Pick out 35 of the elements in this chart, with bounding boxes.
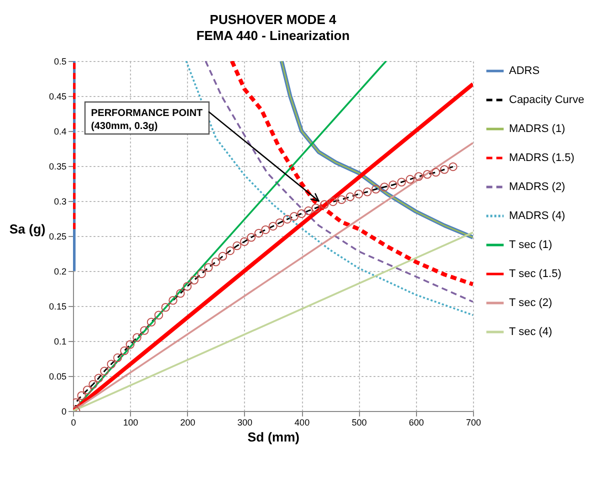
y-axis-title: Sa (g) <box>9 222 46 236</box>
line-series <box>280 61 473 238</box>
y-tick-label: 0.05 <box>48 372 66 382</box>
x-tick-label: 700 <box>466 418 482 428</box>
y-tick-label: 0.4 <box>54 126 66 136</box>
chart-title: PUSHOVER MODE 4 <box>210 12 337 27</box>
x-tick-label: 400 <box>294 418 310 428</box>
y-tick-label: 0.15 <box>48 302 66 312</box>
x-axis-title: Sd (mm) <box>248 430 300 444</box>
y-tick-label: 0.35 <box>48 162 66 172</box>
annotation: PERFORMANCE POINT (430mm, 0.3g) <box>91 108 203 132</box>
legend-label: MADRS (1.5) <box>509 152 574 164</box>
y-tick-label: 0.45 <box>48 92 66 102</box>
x-tick-label: 0 <box>70 418 76 428</box>
legend-label: T sec (1) <box>509 239 552 251</box>
legend-label: MADRS (1) <box>509 123 566 135</box>
y-tick-label: 0.3 <box>54 196 66 206</box>
y-tick-label: 0 <box>61 406 66 416</box>
y-tick-label: 0.1 <box>54 336 66 346</box>
legend-label: T sec (2) <box>509 297 552 309</box>
y-tick-label: 0.25 <box>48 232 66 242</box>
x-tick-label: 600 <box>408 418 424 428</box>
legend-label: MADRS (4) <box>509 210 566 222</box>
legend-label: Capacity Curve <box>509 94 584 106</box>
legend-label: MADRS (2) <box>509 181 566 193</box>
x-tick-label: 200 <box>180 418 196 428</box>
legend-label: T sec (4) <box>509 326 552 338</box>
x-tick-label: 500 <box>352 418 367 428</box>
chart-subtitle: FEMA 440 - Linearization <box>196 28 350 43</box>
y-tick-label: 0.5 <box>54 56 66 66</box>
x-tick-label: 300 <box>237 418 252 428</box>
y-tick-label: 0.2 <box>54 266 66 276</box>
legend-label: ADRS <box>509 65 540 77</box>
x-tick-label: 100 <box>123 418 138 428</box>
legend-label: T sec (1.5) <box>509 268 562 280</box>
